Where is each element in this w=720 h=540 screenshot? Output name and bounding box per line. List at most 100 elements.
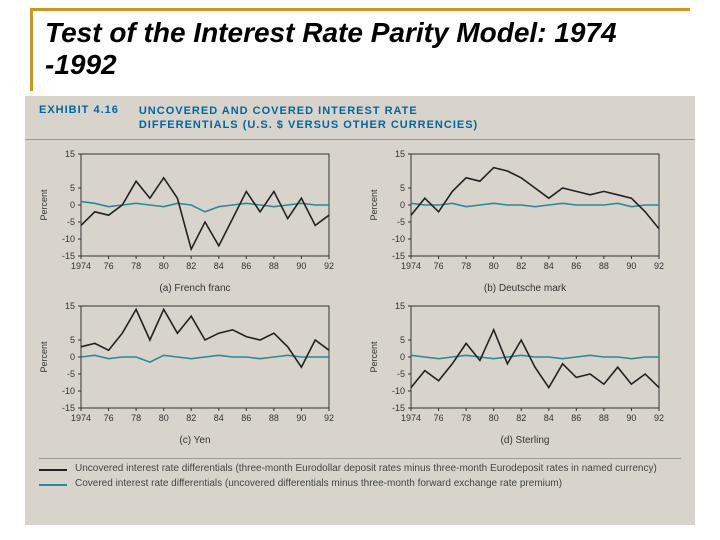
charts-grid: Percent -15 -10 -5 0 5 15 1974 76 78 80 82 84 86 88 9… [25, 146, 695, 446]
svg-text:88: 88 [269, 261, 279, 271]
swatch-uncovered [39, 469, 67, 471]
chart-caption-b: (b) Deutsche mark [365, 283, 685, 294]
svg-text:15: 15 [395, 301, 405, 311]
svg-text:0: 0 [70, 200, 75, 210]
svg-text:-15: -15 [392, 251, 405, 261]
svg-text:76: 76 [104, 261, 114, 271]
exhibit-header: EXHIBIT 4.16 UNCOVERED AND COVERED INTER… [25, 96, 695, 137]
svg-text:Percent: Percent [369, 189, 379, 221]
svg-text:86: 86 [241, 413, 251, 423]
chart-c: Percent -15 -10 -5 0 5 15 1974 76 78 80 82 84 86 88 9… [35, 298, 355, 446]
svg-text:90: 90 [626, 261, 636, 271]
legend-label-uncovered: Uncovered interest rate differentials (t… [75, 463, 657, 476]
swatch-covered [39, 484, 67, 486]
svg-text:82: 82 [186, 261, 196, 271]
svg-text:-15: -15 [392, 403, 405, 413]
svg-text:80: 80 [489, 261, 499, 271]
svg-text:1974: 1974 [401, 413, 421, 423]
series-uncovered-c [81, 309, 329, 367]
svg-text:5: 5 [400, 335, 405, 345]
svg-text:15: 15 [65, 149, 75, 159]
series-uncovered-b [411, 167, 659, 228]
svg-text:80: 80 [159, 261, 169, 271]
series-uncovered-a [81, 177, 329, 248]
divider [25, 139, 695, 140]
svg-text:1974: 1974 [401, 261, 421, 271]
svg-text:5: 5 [70, 183, 75, 193]
svg-text:-5: -5 [67, 369, 75, 379]
exhibit-panel: EXHIBIT 4.16 UNCOVERED AND COVERED INTER… [25, 96, 695, 525]
svg-text:86: 86 [571, 413, 581, 423]
svg-text:82: 82 [516, 261, 526, 271]
svg-text:-15: -15 [62, 403, 75, 413]
svg-text:80: 80 [489, 413, 499, 423]
svg-text:0: 0 [70, 352, 75, 362]
svg-text:78: 78 [131, 261, 141, 271]
series-uncovered-d [411, 329, 659, 387]
legend: Uncovered interest rate differentials (t… [25, 446, 695, 491]
chart-d: Percent -15-10-50515 1974767880828486889… [365, 298, 685, 446]
svg-text:82: 82 [186, 413, 196, 423]
svg-text:1974: 1974 [71, 413, 91, 423]
svg-text:84: 84 [544, 261, 554, 271]
svg-text:84: 84 [214, 413, 224, 423]
svg-text:84: 84 [214, 261, 224, 271]
svg-text:-10: -10 [392, 386, 405, 396]
exhibit-title: UNCOVERED AND COVERED INTEREST RATE DIFF… [139, 104, 478, 133]
legend-row-covered: Covered interest rate differentials (unc… [39, 478, 681, 491]
svg-text:92: 92 [654, 413, 664, 423]
legend-row-uncovered: Uncovered interest rate differentials (t… [39, 463, 681, 476]
chart-caption-a: (a) French franc [35, 283, 355, 294]
chart-b: Percent -15 -10 -5 0 5 15 1974 76 78 80 82 84 86 88 9… [365, 146, 685, 294]
svg-text:90: 90 [626, 413, 636, 423]
chart-a: Percent -15-10-50515 1974767880828486889… [35, 146, 355, 294]
svg-text:92: 92 [324, 413, 334, 423]
svg-text:92: 92 [324, 261, 334, 271]
chart-caption-c: (c) Yen [35, 435, 355, 446]
svg-text:76: 76 [104, 413, 114, 423]
svg-text:86: 86 [571, 261, 581, 271]
svg-text:15: 15 [395, 149, 405, 159]
chart-caption-d: (d) Sterling [365, 435, 685, 446]
svg-text:5: 5 [400, 183, 405, 193]
svg-text:-10: -10 [392, 234, 405, 244]
svg-text:84: 84 [544, 413, 554, 423]
svg-text:-5: -5 [397, 217, 405, 227]
svg-text:Percent: Percent [39, 189, 49, 221]
svg-text:-10: -10 [62, 386, 75, 396]
svg-text:-15: -15 [62, 251, 75, 261]
svg-text:78: 78 [461, 261, 471, 271]
chart-svg-a: Percent -15-10-50515 1974767880828486889… [35, 146, 335, 276]
svg-text:76: 76 [434, 413, 444, 423]
svg-text:76: 76 [434, 261, 444, 271]
title-box: Test of the Interest Rate Parity Model: … [30, 8, 690, 91]
svg-text:Percent: Percent [39, 341, 49, 373]
svg-text:80: 80 [159, 413, 169, 423]
svg-text:90: 90 [296, 413, 306, 423]
svg-text:78: 78 [461, 413, 471, 423]
svg-text:88: 88 [599, 261, 609, 271]
svg-text:-5: -5 [397, 369, 405, 379]
svg-text:92: 92 [654, 261, 664, 271]
svg-text:0: 0 [400, 352, 405, 362]
svg-text:0: 0 [400, 200, 405, 210]
series-covered-b [411, 203, 659, 206]
svg-text:15: 15 [65, 301, 75, 311]
svg-text:-10: -10 [62, 234, 75, 244]
svg-text:88: 88 [269, 413, 279, 423]
svg-text:5: 5 [70, 335, 75, 345]
chart-svg-c: Percent -15 -10 -5 0 5 15 1974 76 78 80 82 84 86 88 9… [35, 298, 335, 428]
divider [39, 458, 681, 459]
chart-svg-b: Percent -15 -10 -5 0 5 15 1974 76 78 80 82 84 86 88 9… [365, 146, 665, 276]
series-covered-d [411, 355, 659, 358]
svg-text:86: 86 [241, 261, 251, 271]
svg-text:-5: -5 [67, 217, 75, 227]
svg-text:78: 78 [131, 413, 141, 423]
page-title: Test of the Interest Rate Parity Model: … [45, 17, 678, 81]
series-covered-a [81, 201, 329, 211]
svg-text:82: 82 [516, 413, 526, 423]
slide: Test of the Interest Rate Parity Model: … [0, 0, 720, 540]
exhibit-number: EXHIBIT 4.16 [39, 104, 119, 116]
svg-text:90: 90 [296, 261, 306, 271]
legend-label-covered: Covered interest rate differentials (unc… [75, 478, 562, 491]
